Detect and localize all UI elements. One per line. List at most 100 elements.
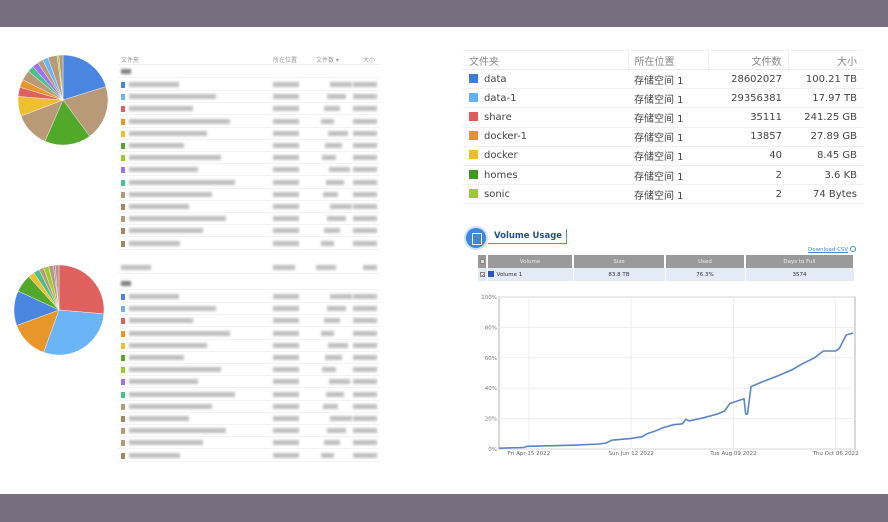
folder-row[interactable] [118,291,380,303]
folder-name: data [484,73,507,85]
folder-row[interactable] [118,189,380,201]
folder-color-swatch [469,169,478,179]
x-tick-label: Sun Jun 12 2022 [609,451,654,457]
volume-table: Volume Size Used Days to Full ✓ Volume 1… [478,255,855,281]
folder-row[interactable] [118,315,380,328]
folder-color-swatch [121,240,125,247]
folder-row[interactable] [118,164,380,177]
folder-row[interactable] [118,238,380,250]
folder-size: 8.45 GB [788,146,863,166]
folder-row[interactable] [118,91,380,104]
folder-color-swatch [121,204,125,210]
folder-row[interactable] [118,303,380,316]
folder-row[interactable] [118,328,380,340]
header-files[interactable]: 文件数 ▾ [316,57,339,64]
folder-row[interactable] [118,128,380,140]
folder-color-swatch [121,379,125,386]
folder-row[interactable]: sonic 存储空间 1 2 74 Bytes [463,184,863,205]
folder-size: 3.6 KB [788,165,863,186]
header-size[interactable]: 大小 [787,50,863,70]
folder-row[interactable]: docker-1 存储空间 1 13857 27.89 GB [463,127,863,147]
folder-location: 存储空间 1 [628,127,708,147]
pie-slice[interactable] [44,99,90,146]
folder-color-swatch [121,342,125,349]
blurred-header [118,262,380,274]
x-tick-label: Thu Oct 06 2022 [812,451,859,457]
folder-row[interactable]: homes 存储空间 1 2 3.6 KB [463,165,863,186]
folder-color-swatch [121,403,125,410]
pie-slice[interactable] [54,264,60,311]
folder-color-swatch [469,131,478,141]
header-days-to-full: Days to Full [745,255,855,268]
folder-row[interactable]: data-1 存储空间 1 29356381 17.97 TB [463,88,863,109]
folder-row[interactable] [118,425,380,438]
pie-slice[interactable] [58,264,105,315]
select-all-checkbox[interactable] [478,255,488,268]
folder-color-swatch [469,188,478,198]
folder-color-swatch [121,228,125,235]
folder-row[interactable] [118,103,380,116]
folder-color-swatch [121,82,125,88]
plot-area [498,296,856,450]
pie-slice[interactable] [62,54,107,101]
top-band [0,0,888,27]
folder-row[interactable] [118,201,380,213]
volume-color-swatch [487,271,494,277]
folder-row[interactable] [118,152,380,165]
folder-color-swatch [121,216,125,223]
bottom-band [0,494,888,522]
volume-checkbox[interactable]: ✓ [478,268,488,281]
folder-file-count: 29356381 [708,88,788,109]
folder-color-swatch [121,179,125,186]
header-files[interactable]: 文件数 [707,50,788,70]
folder-row[interactable]: data 存储空间 1 28602027 100.21 TB [463,69,863,90]
folder-name: data-1 [484,92,517,104]
pie-slice[interactable] [62,86,109,137]
folder-color-swatch [121,143,125,149]
folder-color-swatch [121,318,125,325]
folder-row[interactable] [118,140,380,152]
download-csv-link[interactable]: Download CSV [808,246,856,253]
folder-file-count: 28602027 [708,69,788,90]
folder-row[interactable] [118,413,380,425]
folder-row[interactable] [118,213,380,226]
folder-row[interactable]: share 存储空间 1 35111 241.25 GB [463,107,863,128]
y-tick-label: 20% [485,417,497,423]
folder-color-swatch [121,452,125,459]
folder-row[interactable] [118,116,380,128]
folder-row[interactable] [118,401,380,413]
pie-slice[interactable] [43,309,105,356]
folder-row[interactable] [118,352,380,364]
pie-slice[interactable] [58,54,64,101]
folder-row[interactable] [118,340,380,352]
folder-size: 74 Bytes [788,184,863,205]
folder-row[interactable] [118,364,380,377]
back-row[interactable] [118,278,380,290]
header-location[interactable]: 所在位置 [627,50,708,70]
folder-row[interactable]: docker 存储空间 1 40 8.45 GB [463,146,863,166]
folder-color-swatch [121,367,125,374]
volume-row[interactable]: ✓ Volume 1 83.8 TB 76.3% 3574 [478,268,855,281]
header-size[interactable]: 大小 [363,57,376,64]
folder-name: homes [484,169,518,181]
folder-location: 存储空间 1 [628,165,708,186]
folder-row[interactable] [118,437,380,450]
folder-row[interactable] [118,79,380,91]
header-location[interactable]: 所在位置 [273,57,298,64]
header-folder[interactable]: 文件夹 [463,50,628,70]
folder-row[interactable] [118,177,380,189]
folder-row[interactable] [118,376,380,389]
folder-color-swatch [121,294,125,300]
folder-name: docker-1 [484,131,527,143]
chart-icon [466,228,486,248]
folder-color-swatch [121,440,125,447]
folder-row[interactable] [118,389,380,401]
back-row[interactable] [118,66,380,78]
folder-row[interactable] [118,450,380,462]
folder-color-swatch [121,118,125,125]
header-used: Used [665,255,746,268]
folder-color-swatch [121,391,125,398]
folder-row[interactable] [118,225,380,238]
folder-name: docker [484,150,518,162]
header-folder[interactable]: 文件夹 [121,57,140,64]
